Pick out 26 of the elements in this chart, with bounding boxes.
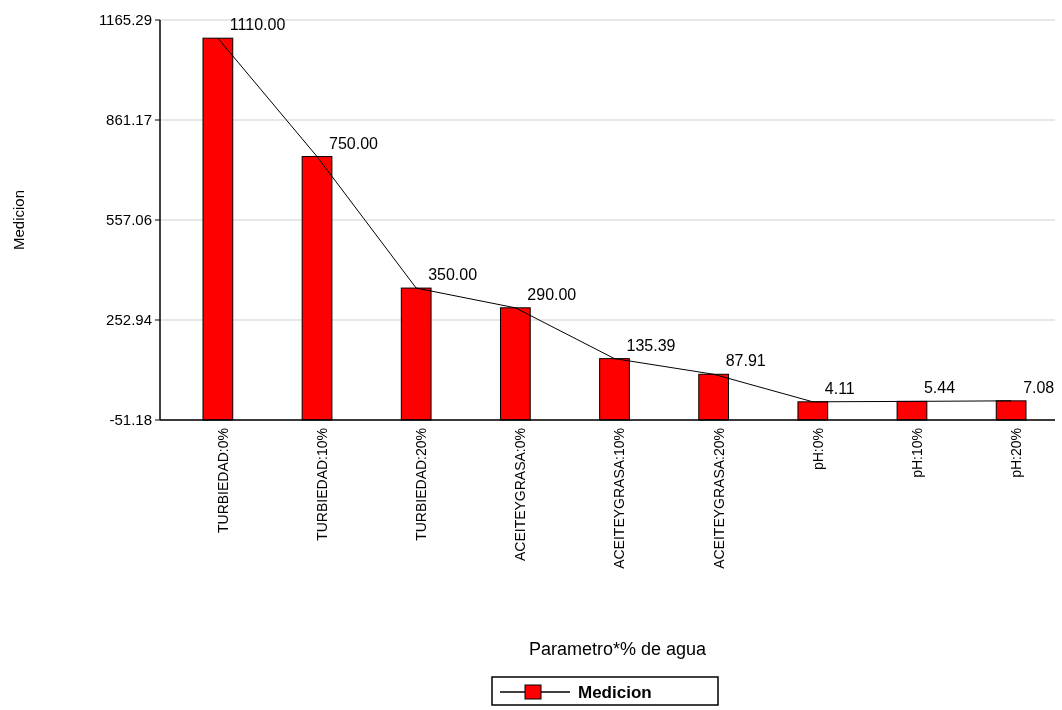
y-tick-label: 557.06 <box>106 211 152 229</box>
x-axis-title: Parametro*% de agua <box>528 639 708 659</box>
data-label: 290.00 <box>527 285 577 303</box>
data-label: 7.08 <box>1023 378 1055 396</box>
data-label: 750.00 <box>329 134 379 152</box>
y-tick-label: 1165.29 <box>98 11 152 29</box>
data-label: 135.39 <box>626 336 676 354</box>
data-label: 4.11 <box>824 379 855 397</box>
y-tick-label: -51.18 <box>109 411 152 429</box>
x-tick-label: pH:0% <box>809 428 826 471</box>
y-axis-title: Medicion <box>10 189 27 251</box>
y-tick-label: 861.17 <box>106 111 152 129</box>
x-tick-label: ACEITEYGRASA:0% <box>512 428 529 562</box>
x-tick-label: TURBIEDAD:0% <box>214 428 231 534</box>
data-label: 350.00 <box>428 266 478 284</box>
x-tick-label: TURBIEDAD:10% <box>313 428 330 541</box>
x-tick-label: ACEITEYGRASA:20% <box>710 428 727 569</box>
data-label: 1110.00 <box>229 16 286 34</box>
x-tick-label: TURBIEDAD:20% <box>413 428 430 541</box>
legend-label: Medicion <box>578 682 652 702</box>
x-tick-label: pH:10% <box>908 428 925 478</box>
data-label: 87.91 <box>725 352 766 370</box>
x-tick-label: pH:20% <box>1008 428 1025 478</box>
data-label: 5.44 <box>923 379 956 397</box>
y-tick-label: 252.94 <box>106 311 152 329</box>
x-tick-label: ACEITEYGRASA:10% <box>611 428 628 569</box>
